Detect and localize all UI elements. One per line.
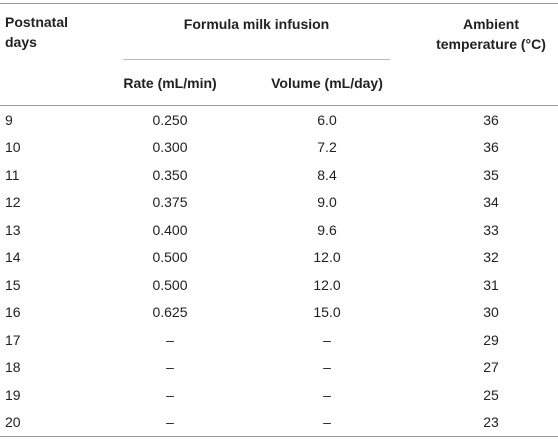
table-row: 18 – – 27: [0, 354, 558, 382]
table-cell: –: [323, 331, 331, 348]
table-cell: 13: [5, 221, 21, 238]
table-cell: 9: [5, 111, 13, 128]
table-cell: 0.500: [152, 276, 188, 293]
table-cell: –: [323, 386, 331, 403]
table-cell: 0.350: [152, 166, 188, 183]
table-cell: 33: [483, 221, 499, 238]
table-row: 20– –23: [0, 408, 558, 437]
table-cell: 31: [483, 276, 499, 293]
header-text: Ambient temperature (°C): [436, 16, 546, 52]
data-table: Postnatal days Formula milk infusion Amb…: [0, 3, 558, 437]
table-row: 9 0.250 6.0 36: [0, 106, 558, 134]
table-cell: –: [166, 331, 174, 348]
table-cell: 12.0: [313, 276, 341, 293]
table-cell: 15: [5, 276, 21, 293]
table-cell: 27: [483, 359, 499, 376]
header-text: Postnatal days: [5, 14, 69, 50]
table-row: 13 0.400 9.6 33: [0, 216, 558, 244]
table-cell: –: [230, 408, 424, 437]
table-cell: 0.400: [152, 221, 188, 238]
table-cell: 34: [483, 194, 499, 211]
table-cell: 20: [0, 408, 110, 437]
table-cell: 7.2: [317, 139, 337, 156]
table-cell: 0.300: [152, 139, 188, 156]
table-cell: 12: [5, 194, 21, 211]
table-cell: 17: [5, 331, 21, 348]
table-row: 19 – – 25: [0, 381, 558, 409]
table-cell: 0.500: [152, 249, 188, 266]
table-body: 9 0.250 6.0 36 10 0.300 7.2 36 11 0.350 8.4 35 12 0.3…: [0, 106, 558, 437]
table-cell: 14: [5, 249, 21, 266]
table-cell: 10: [5, 139, 21, 156]
table-cell: 12.0: [313, 249, 341, 266]
header-cell: Volume (mL/day): [230, 61, 424, 106]
table-cell: 25: [483, 386, 499, 403]
table-cell: 9.0: [317, 194, 337, 211]
header-cell: Ambient temperature (°C): [424, 3, 558, 106]
header-cell: Rate (mL/min): [110, 61, 230, 106]
page: {"table": { "header": { "postnatal_days"…: [0, 3, 558, 444]
table-cell: –: [166, 359, 174, 376]
table-row: 17 – – 29: [0, 326, 558, 354]
table-row: 10 0.300 7.2 36: [0, 134, 558, 162]
table-cell: 16: [5, 304, 21, 321]
table-row: 12 0.375 9.0 34: [0, 189, 558, 217]
table-cell: 30: [483, 304, 499, 321]
table-cell: 0.250: [152, 111, 188, 128]
table-row: 14 0.500 12.0 32: [0, 244, 558, 272]
table-cell: 36: [483, 139, 499, 156]
table-cell: 11: [5, 166, 20, 183]
table-cell: 6.0: [317, 111, 337, 128]
table-cell: 8.4: [317, 166, 337, 183]
table-cell: 35: [483, 166, 499, 183]
table-cell: 29: [483, 331, 499, 348]
table-cell: 18: [5, 359, 21, 376]
table-cell: 0.625: [152, 304, 188, 321]
header-text: Formula milk infusion: [123, 14, 390, 60]
table-cell: 15.0: [313, 304, 341, 321]
header-cell: Formula milk infusion: [110, 4, 424, 62]
table-cell: 32: [483, 249, 499, 266]
table-cell: –: [323, 359, 331, 376]
table-cell: 23: [424, 408, 558, 437]
table-cell: 0.375: [152, 194, 188, 211]
table-cell: 36: [483, 111, 499, 128]
table-cell: 19: [5, 386, 21, 403]
table-row: 11 0.350 8.4 35: [0, 161, 558, 189]
table-row: 15 0.500 12.0 31: [0, 271, 558, 299]
table-cell: 9.6: [317, 221, 337, 238]
table-row: 16 0.625 15.0 30: [0, 299, 558, 327]
header-cell: Postnatal days: [0, 3, 110, 106]
table-cell: –: [166, 386, 174, 403]
table-cell: –: [110, 408, 230, 437]
